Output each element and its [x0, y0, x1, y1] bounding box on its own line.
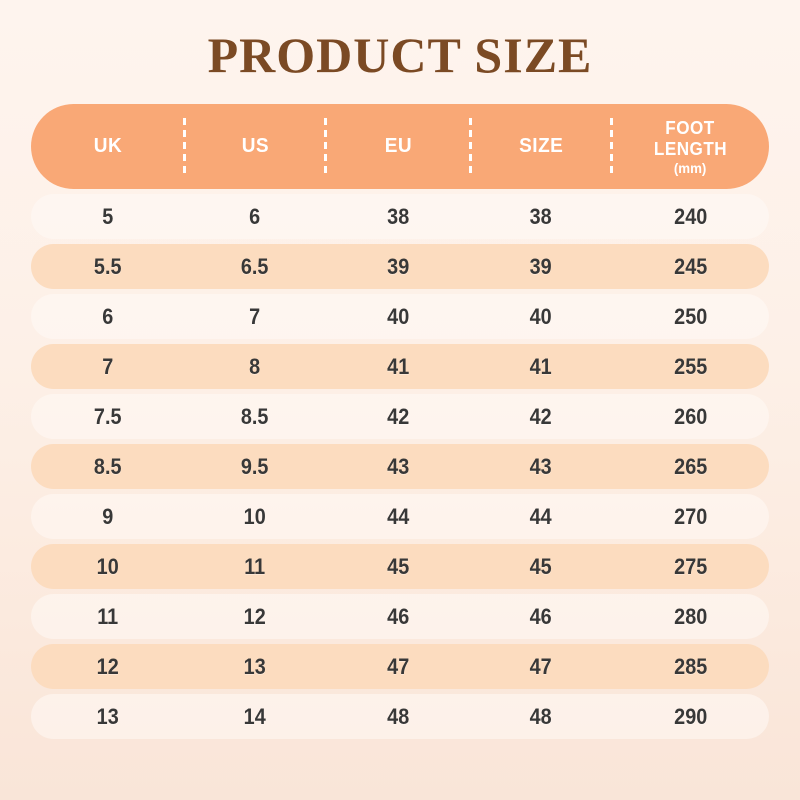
table-row: 7.5 8.5 42 42 260	[31, 394, 769, 439]
cell-eu: 47	[386, 653, 410, 679]
cell-foot-length: 245	[673, 253, 707, 279]
header-label-uk: UK	[93, 135, 122, 157]
header-divider	[468, 117, 472, 176]
cell-eu: 42	[386, 403, 410, 429]
cell-us: 6.5	[241, 253, 269, 279]
cell-eu: 46	[386, 603, 410, 629]
cell-foot-length: 285	[673, 653, 707, 679]
cell-foot-length: 275	[673, 553, 707, 579]
cell-foot-length: 290	[673, 703, 707, 729]
cell-us: 7	[249, 303, 261, 329]
page-title: PRODUCT SIZE	[207, 27, 593, 83]
cell-eu: 40	[386, 303, 410, 329]
cell-foot-length: 240	[673, 203, 707, 229]
cell-uk: 12	[96, 653, 119, 679]
cell-eu: 45	[386, 553, 410, 579]
cell-size: 48	[529, 703, 552, 729]
cell-foot-length: 250	[673, 303, 707, 329]
cell-size: 39	[529, 253, 552, 279]
cell-size: 41	[529, 353, 552, 379]
header-label-foot-line2: LENGTH	[653, 138, 727, 159]
cell-uk: 9	[102, 503, 114, 529]
cell-size: 45	[529, 553, 552, 579]
cell-uk: 6	[102, 303, 114, 329]
header-cell-us: US	[184, 104, 328, 189]
cell-us: 11	[244, 553, 266, 579]
cell-us: 12	[244, 603, 267, 629]
cell-uk: 10	[96, 553, 119, 579]
cell-foot-length: 265	[673, 453, 707, 479]
cell-size: 44	[529, 503, 552, 529]
header-cell-eu: EU	[326, 104, 472, 189]
header-label-size: SIZE	[518, 135, 563, 157]
cell-size: 46	[529, 603, 552, 629]
table-row: 10 11 45 45 275	[31, 544, 769, 589]
header-divider	[182, 117, 186, 176]
table-row: 5 6 38 38 240	[31, 194, 769, 239]
cell-size: 40	[529, 303, 552, 329]
cell-us: 9.5	[241, 453, 269, 479]
header-label-foot-line1: FOOT	[665, 117, 715, 138]
header-divider	[324, 117, 328, 176]
cell-foot-length: 260	[673, 403, 707, 429]
cell-size: 38	[529, 203, 552, 229]
cell-us: 10	[244, 503, 267, 529]
size-table: UK US EU SIZE FOOT LENGTH (mm) 5	[31, 104, 769, 739]
cell-us: 8.5	[241, 403, 269, 429]
cell-size: 47	[529, 653, 552, 679]
cell-uk: 7.5	[93, 403, 122, 429]
size-table-body: 5 6 38 38 240 5.5 6.5 39 39 245 6 7 40 4…	[31, 194, 769, 739]
cell-eu: 38	[386, 203, 410, 229]
table-row: 6 7 40 40 250	[31, 294, 769, 339]
cell-eu: 43	[386, 453, 410, 479]
cell-uk: 5.5	[93, 253, 122, 279]
table-row: 9 10 44 44 270	[31, 494, 769, 539]
cell-uk: 7	[102, 353, 114, 379]
cell-us: 6	[249, 203, 261, 229]
table-row: 12 13 47 47 285	[31, 644, 769, 689]
cell-eu: 41	[386, 353, 410, 379]
cell-size: 43	[529, 453, 552, 479]
header-label-foot-unit: (mm)	[674, 159, 707, 176]
cell-foot-length: 255	[673, 353, 707, 379]
table-row: 8.5 9.5 43 43 265	[31, 444, 769, 489]
cell-eu: 48	[386, 703, 410, 729]
cell-uk: 5	[102, 203, 114, 229]
table-row: 11 12 46 46 280	[31, 594, 769, 639]
header-label-us: US	[241, 135, 269, 157]
header-cell-foot-length: FOOT LENGTH (mm)	[612, 104, 769, 189]
cell-us: 13	[244, 653, 267, 679]
cell-foot-length: 270	[673, 503, 707, 529]
cell-us: 14	[244, 703, 267, 729]
header-cell-uk: UK	[31, 104, 186, 189]
header-cell-size: SIZE	[470, 104, 614, 189]
cell-uk: 11	[97, 603, 119, 629]
table-row: 7 8 41 41 255	[31, 344, 769, 389]
cell-size: 42	[529, 403, 552, 429]
table-row: 5.5 6.5 39 39 245	[31, 244, 769, 289]
cell-eu: 44	[386, 503, 410, 529]
size-table-header: UK US EU SIZE FOOT LENGTH (mm)	[31, 104, 769, 189]
cell-eu: 39	[386, 253, 410, 279]
header-divider	[610, 117, 614, 176]
cell-uk: 8.5	[93, 453, 122, 479]
cell-uk: 13	[96, 703, 119, 729]
table-row: 13 14 48 48 290	[31, 694, 769, 739]
header-label-eu: EU	[384, 135, 412, 157]
cell-us: 8	[249, 353, 261, 379]
cell-foot-length: 280	[673, 603, 707, 629]
